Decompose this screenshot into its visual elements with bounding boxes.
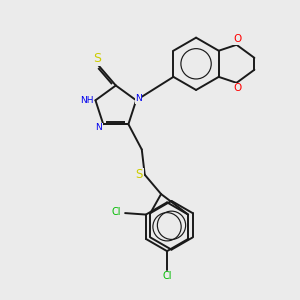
Text: O: O [234, 34, 242, 44]
Text: S: S [93, 52, 101, 65]
Text: N: N [135, 94, 142, 103]
Text: O: O [234, 83, 242, 93]
Text: Cl: Cl [112, 207, 121, 217]
Text: Cl: Cl [162, 272, 172, 281]
Text: N: N [95, 123, 102, 132]
Text: S: S [136, 168, 143, 181]
Text: NH: NH [80, 96, 94, 105]
